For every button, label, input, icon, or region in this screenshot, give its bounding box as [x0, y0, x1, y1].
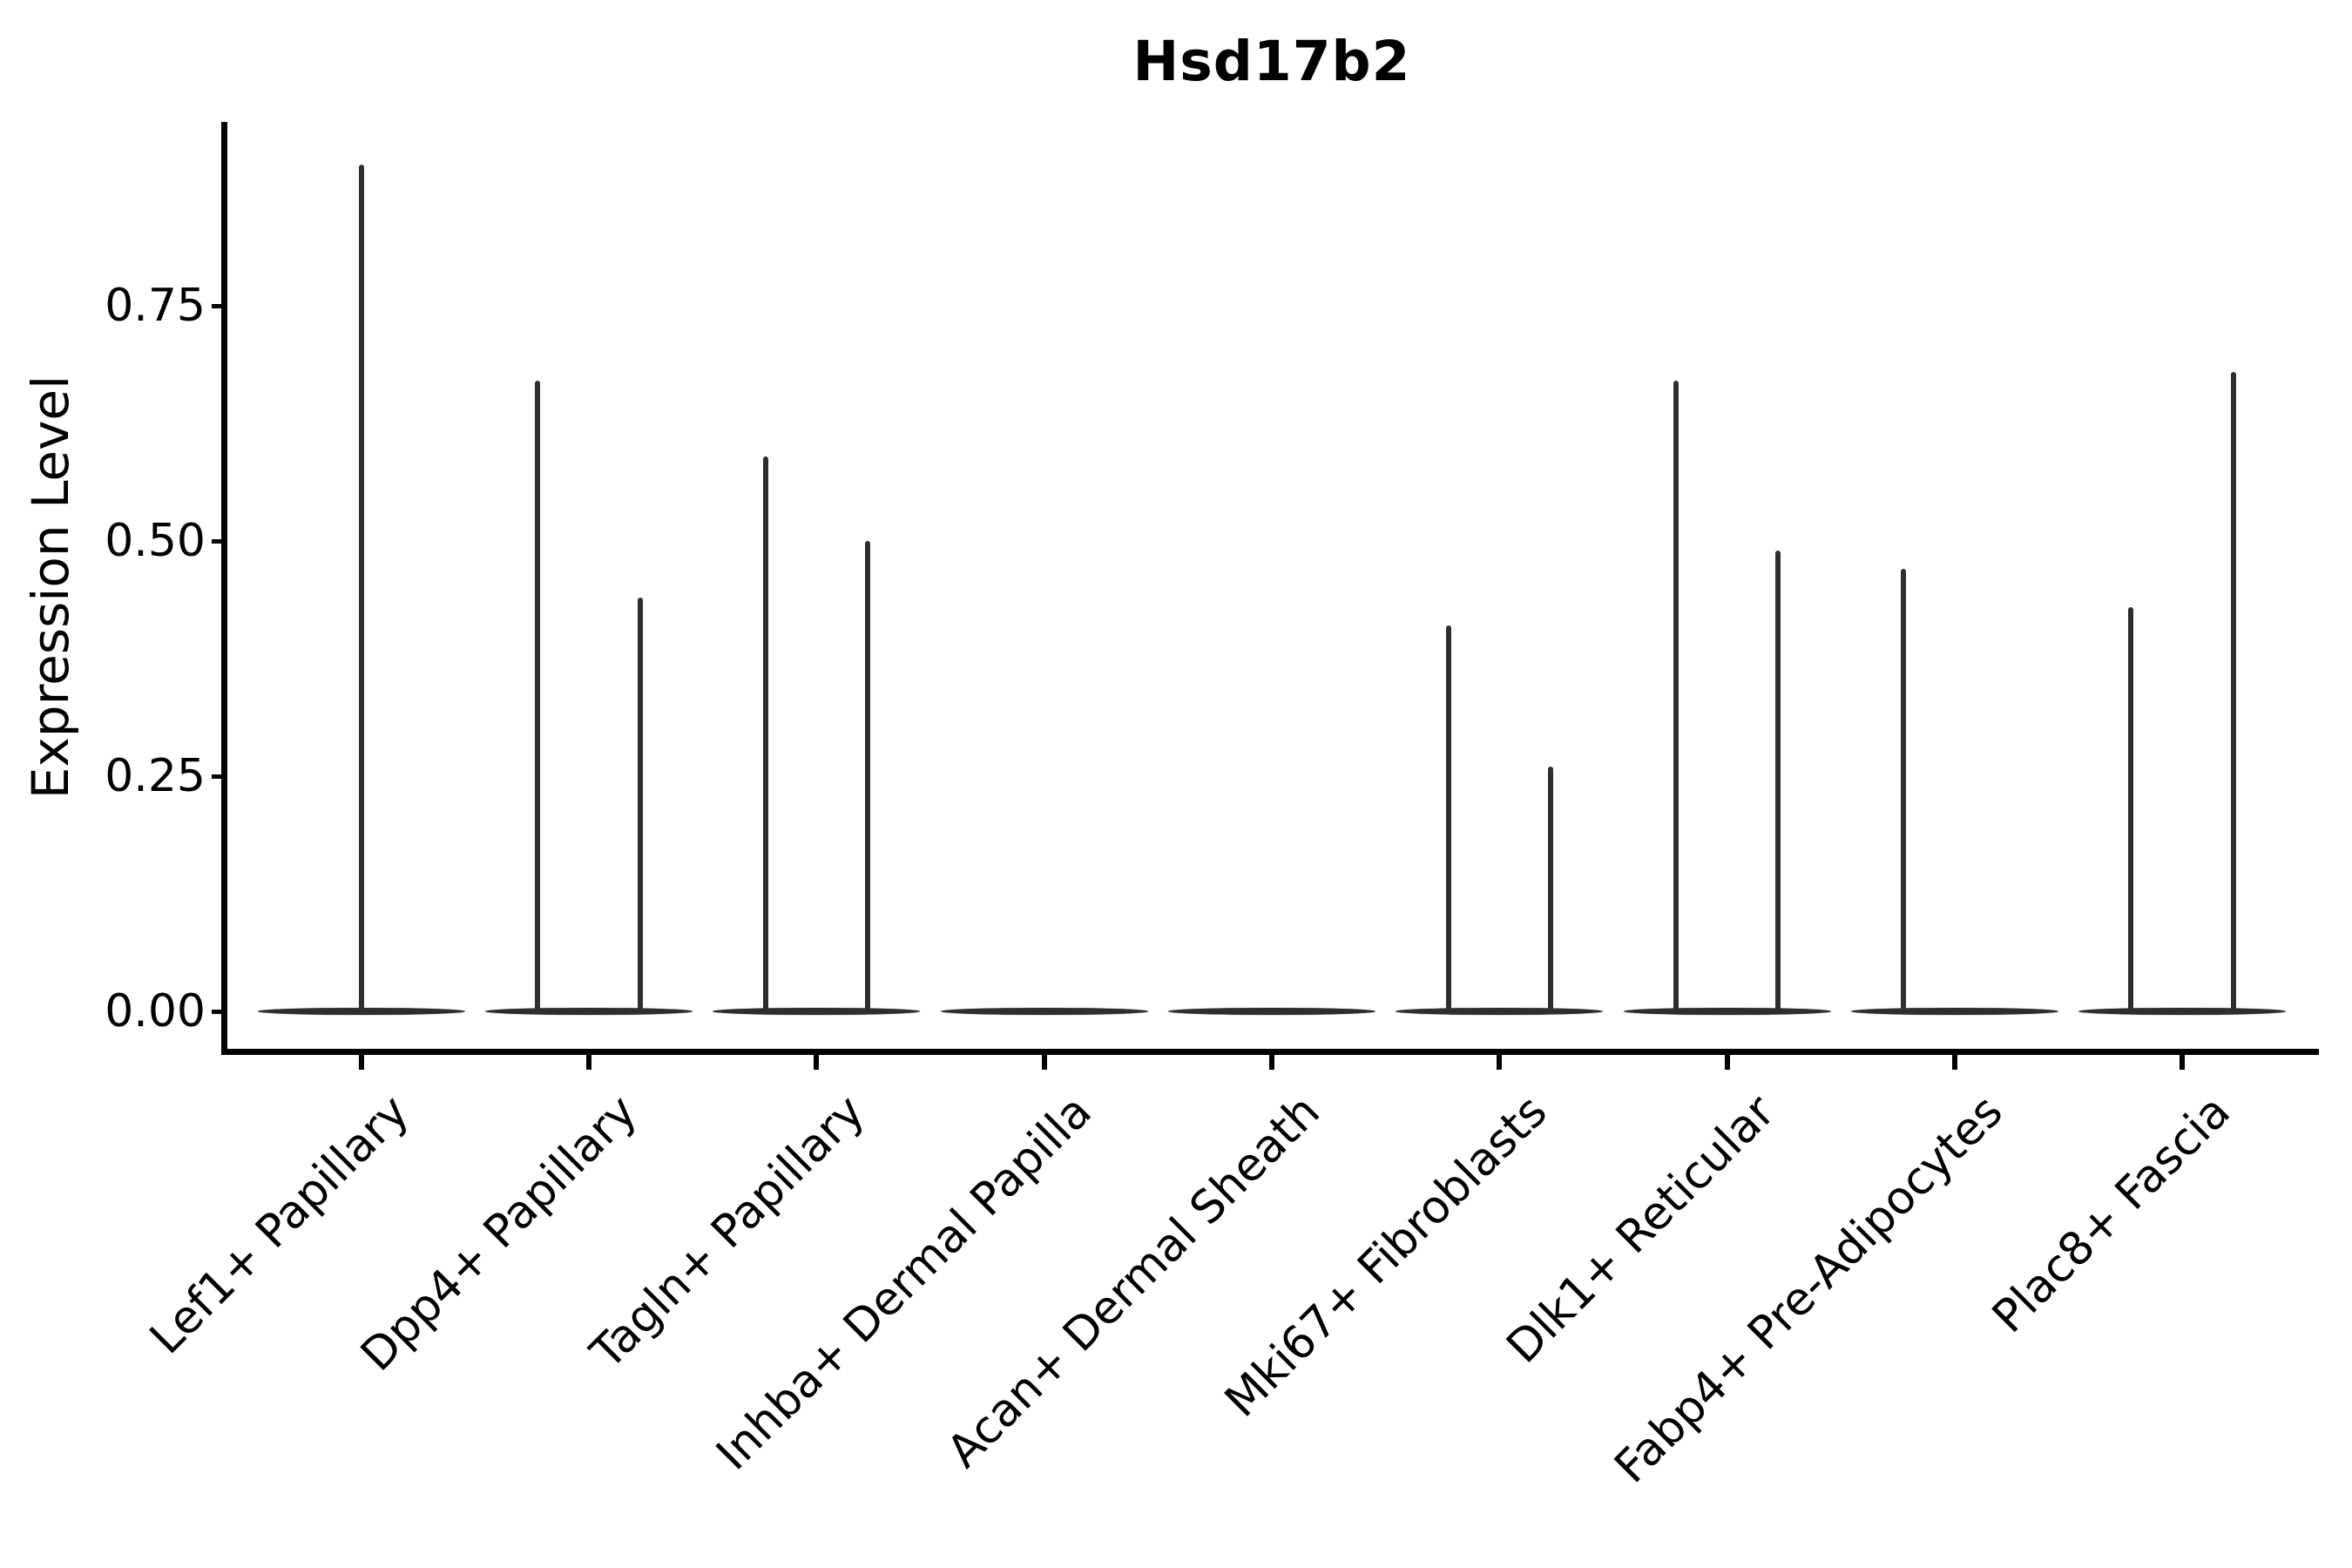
y-axis-tick [212, 303, 225, 308]
violin-body-flat [713, 1008, 921, 1015]
violin-body-flat [1850, 1008, 2058, 1015]
x-tick-label: Inhba+ Dermal Papilla [706, 1085, 1103, 1481]
y-axis-tick [212, 1009, 225, 1014]
violin-spike [762, 456, 768, 1013]
y-tick-label: 0.50 [105, 515, 206, 567]
y-tick-label: 0.00 [105, 985, 206, 1037]
violin-spike [1901, 569, 1907, 1013]
x-tick-label: Acan+ Dermal Sheath [936, 1085, 1330, 1478]
violin-body-flat [1396, 1008, 1604, 1015]
violin-spike [1673, 381, 1679, 1013]
x-axis-tick [1724, 1055, 1730, 1070]
x-tick-label: Plac8+ Fascia [1982, 1085, 2240, 1343]
x-tick-label: Fabp4+ Pre-Adipocytes [1605, 1085, 2013, 1494]
violin-spike [1445, 625, 1451, 1013]
y-axis-tick [212, 538, 225, 544]
violin-spike [1775, 550, 1781, 1013]
x-axis-tick [1041, 1055, 1047, 1070]
violin-spike [2231, 371, 2236, 1013]
violin-body-flat [2078, 1008, 2287, 1015]
x-axis-tick [586, 1055, 592, 1070]
violin-spike [865, 541, 871, 1013]
plot-title: Hsd17b2 [1132, 30, 1411, 93]
violin-spike [358, 165, 364, 1013]
violin-body-flat [1168, 1008, 1375, 1015]
violin-spike [535, 381, 541, 1013]
violin-spike [1548, 767, 1554, 1013]
violin-body-flat [485, 1008, 693, 1015]
y-tick-label: 0.25 [105, 750, 206, 802]
x-axis-tick [2180, 1055, 2186, 1070]
violin-spike [637, 597, 643, 1013]
y-tick-label: 0.75 [105, 280, 206, 332]
violin-spike [2128, 606, 2134, 1013]
y-axis-line [221, 122, 227, 1055]
y-axis-label: Expression Level [21, 375, 80, 800]
x-axis-tick [1951, 1055, 1957, 1070]
x-axis-tick [1497, 1055, 1503, 1070]
violin-body-flat [1623, 1008, 1831, 1015]
violin-body-flat [940, 1008, 1148, 1015]
x-axis-line [221, 1049, 2319, 1055]
x-axis-tick [1269, 1055, 1274, 1070]
y-axis-tick [212, 774, 225, 779]
x-axis-tick [814, 1055, 820, 1070]
x-axis-tick [358, 1055, 364, 1070]
